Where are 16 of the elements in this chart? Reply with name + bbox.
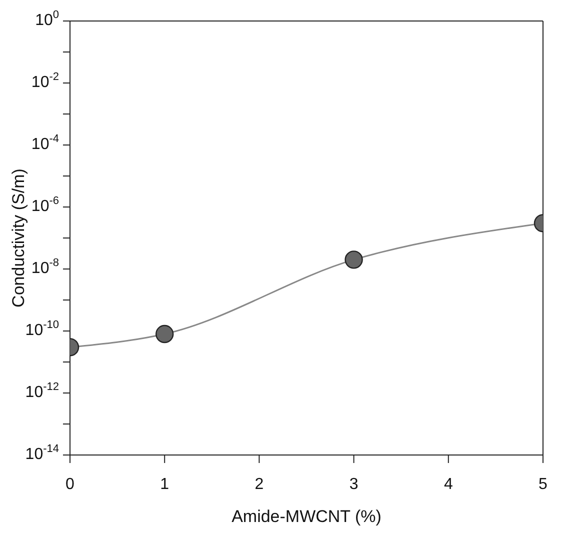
y-tick-label: 10$^{-4}$ bbox=[31, 132, 59, 154]
y-tick-label: 10$^{-6}$ bbox=[31, 194, 59, 216]
x-axis-title: Amide-MWCNT (%) bbox=[232, 507, 382, 526]
y-tick-label: 10$^{0}$ bbox=[35, 8, 59, 30]
x-tick-label: 1 bbox=[160, 476, 170, 494]
y-tick-label: 10$^{-10}$ bbox=[25, 318, 59, 340]
x-tick-label: 2 bbox=[254, 476, 264, 494]
y-tick-label: 10$^{-14}$ bbox=[25, 442, 59, 464]
x-tick-label: 5 bbox=[538, 476, 548, 494]
x-tick-label: 0 bbox=[66, 476, 75, 494]
x-tick-label: 4 bbox=[444, 476, 453, 494]
y-axis-title: Conductivity (S/m) bbox=[9, 168, 28, 308]
y-tick-label: 10$^{-8}$ bbox=[31, 256, 59, 278]
y-tick-label: 10$^{-12}$ bbox=[25, 380, 59, 402]
y-tick-label: 10$^{-2}$ bbox=[31, 70, 59, 92]
x-tick-label: 3 bbox=[349, 476, 358, 494]
